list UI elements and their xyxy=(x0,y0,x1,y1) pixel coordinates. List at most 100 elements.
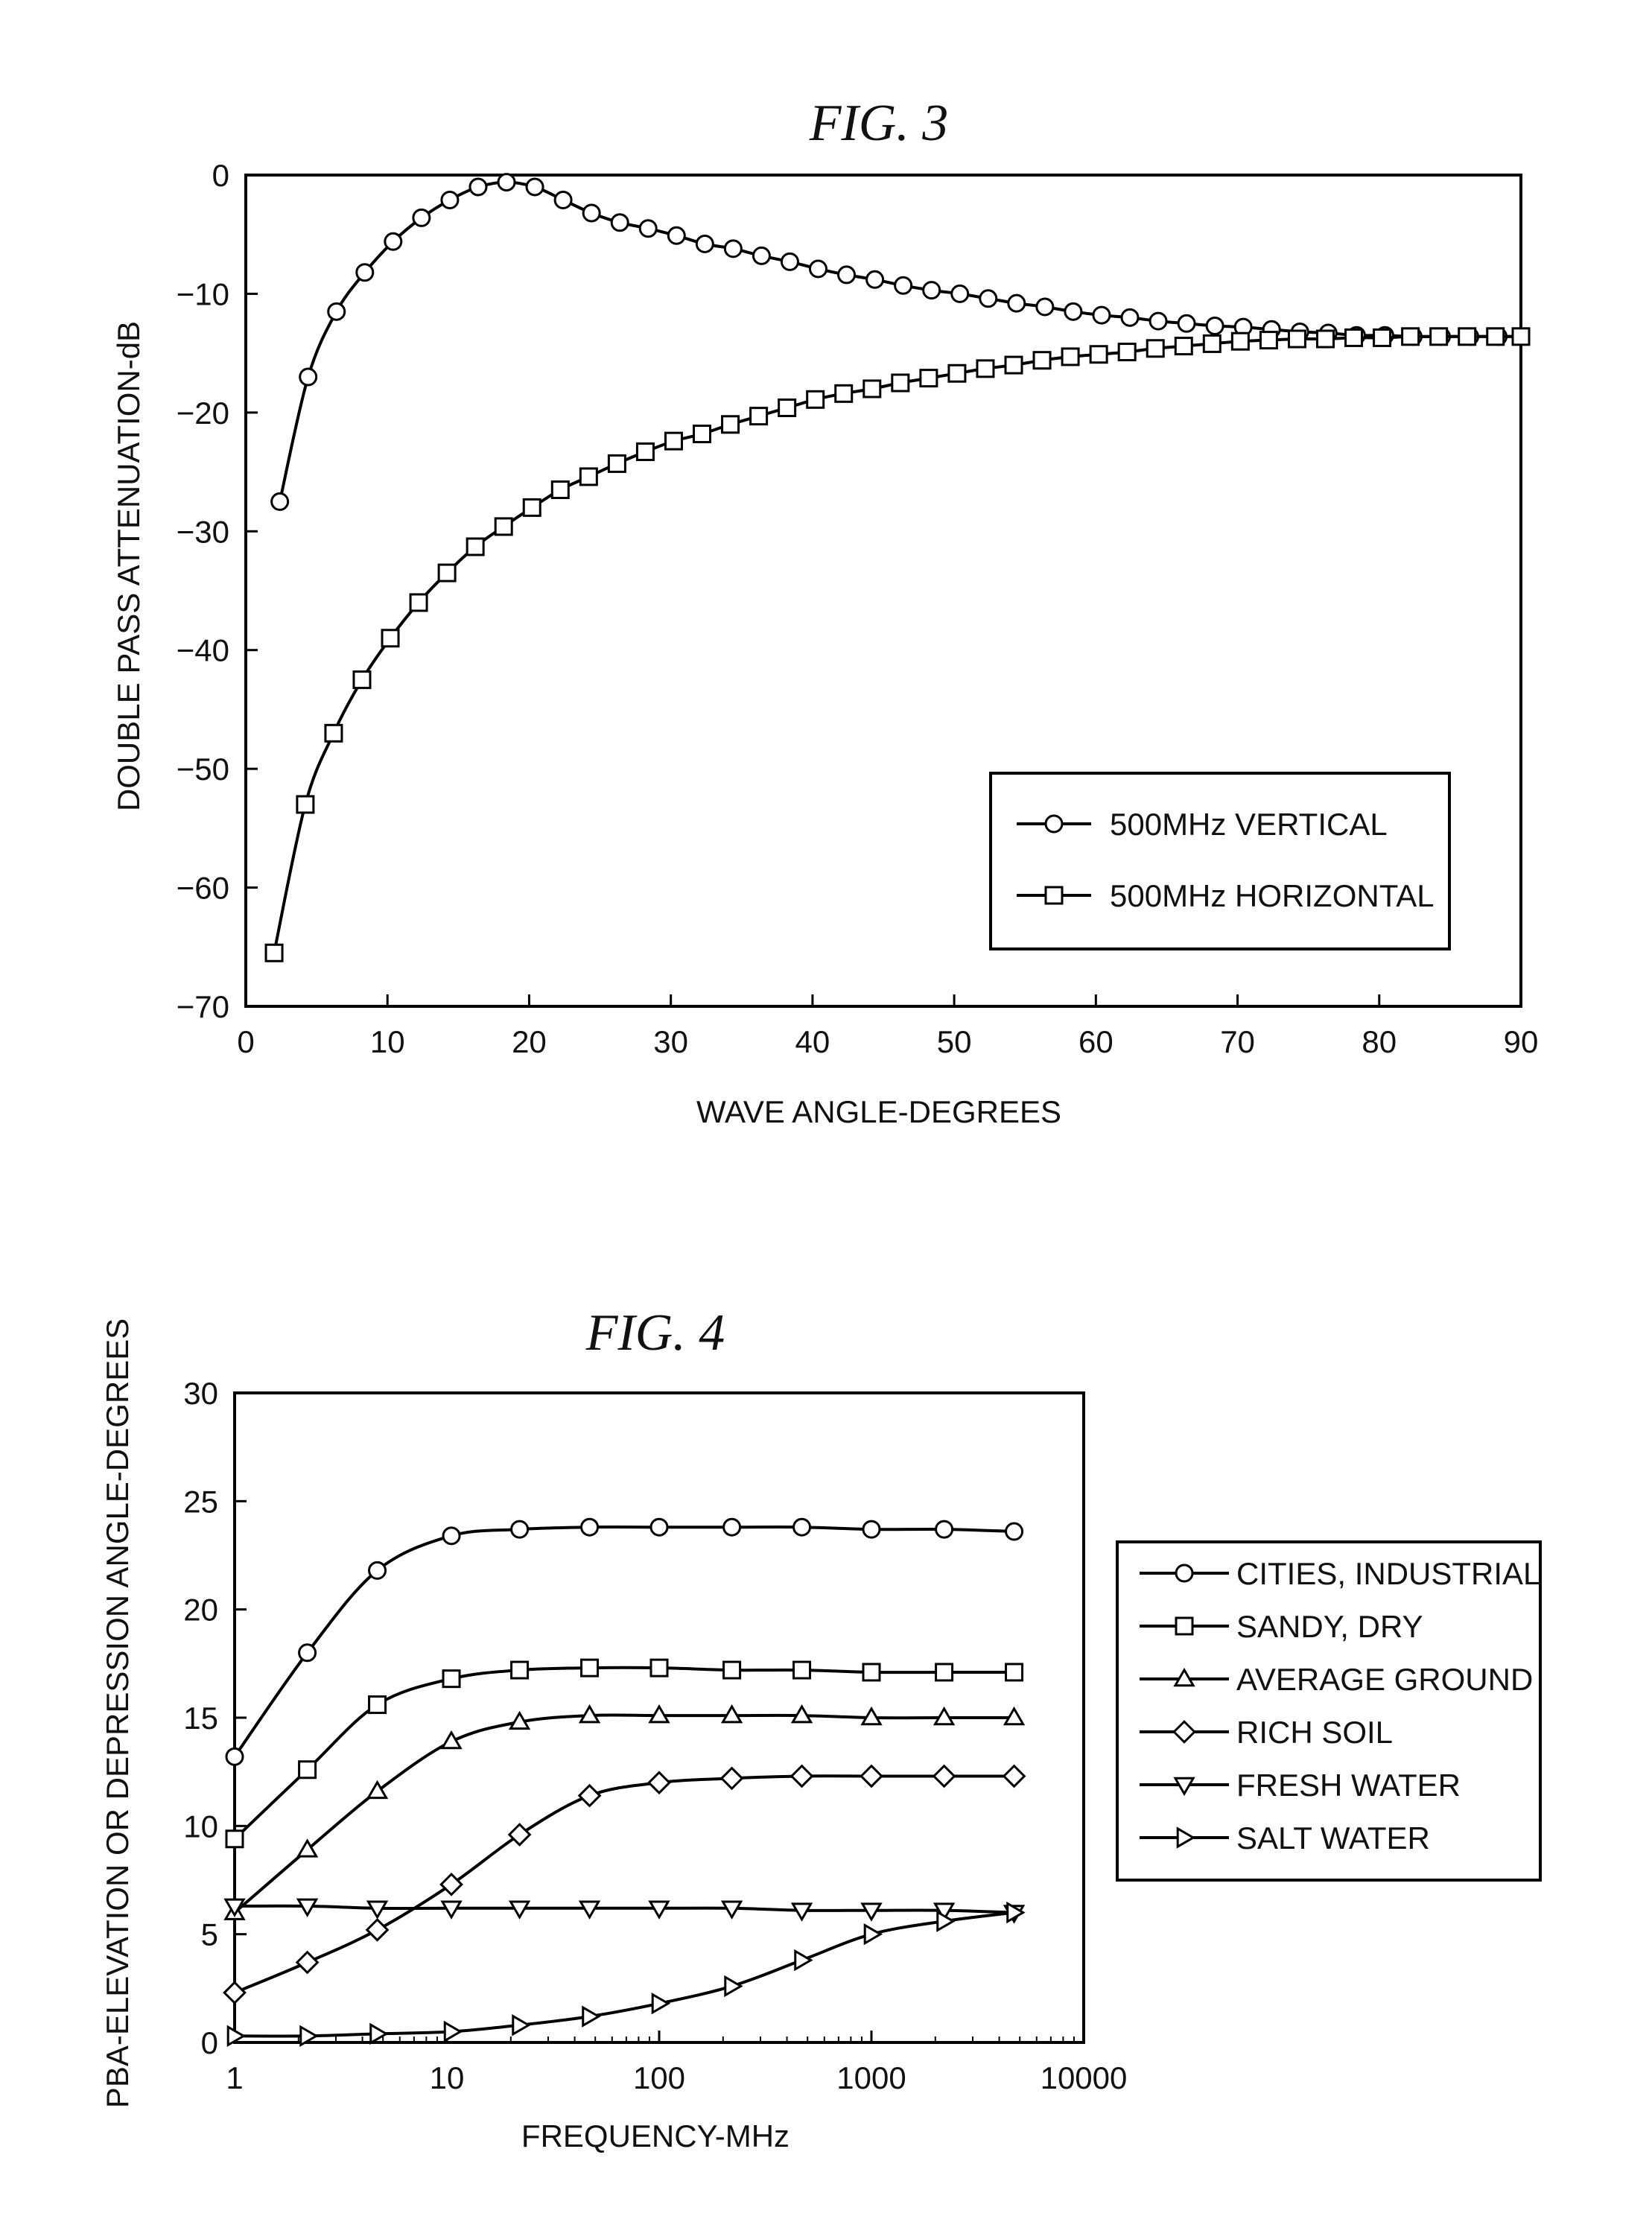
fig4-data-point xyxy=(863,1664,880,1680)
fig3-data-point xyxy=(1289,331,1305,347)
fig4-data-point xyxy=(369,1562,386,1578)
fig3-x-tick-label: 70 xyxy=(1220,1024,1255,1059)
fig3-data-point xyxy=(1065,303,1081,320)
fig3-data-point xyxy=(1147,340,1163,357)
fig3-data-point xyxy=(1232,333,1248,349)
fig3-data-point xyxy=(552,481,568,498)
fig4-x-tick-label: 10 xyxy=(430,2060,465,2095)
fig3-y-tick-label: −40 xyxy=(177,633,229,668)
fig3-data-point xyxy=(1487,328,1504,345)
fig3-data-point xyxy=(810,261,826,277)
fig4-legend-marker xyxy=(1176,1618,1192,1634)
fig4-data-point xyxy=(724,1662,740,1678)
fig3-x-tick-label: 80 xyxy=(1362,1024,1397,1059)
fig3-data-point xyxy=(495,518,512,535)
fig3-legend-label-vertical: 500MHz VERTICAL xyxy=(1110,807,1388,842)
fig4-x-tick-label: 1 xyxy=(226,2060,243,2095)
fig4-data-point xyxy=(369,1697,386,1713)
fig4-legend-label: RICH SOIL xyxy=(1236,1715,1393,1750)
fig4-x-tick-label: 100 xyxy=(633,2060,685,2095)
fig3-data-point xyxy=(1204,335,1220,352)
fig3-legend: 500MHz VERTICAL 500MHz HORIZONTAL xyxy=(991,773,1449,949)
fig4-data-point xyxy=(794,1662,810,1678)
fig4-data-point xyxy=(936,1521,953,1537)
fig3-data-point xyxy=(753,247,769,264)
fig3-data-point xyxy=(839,267,855,283)
fig3-data-point xyxy=(668,227,684,244)
fig3-data-point xyxy=(725,241,741,257)
fig4-data-point xyxy=(582,1660,598,1676)
fig3-x-tick-label: 40 xyxy=(795,1024,830,1059)
fig3-legend-square-marker xyxy=(1046,887,1062,904)
fig3-x-tick-label: 50 xyxy=(937,1024,972,1059)
fig4-y-tick-label: 5 xyxy=(201,1917,218,1952)
fig3-data-point xyxy=(696,235,713,252)
fig3-data-point xyxy=(413,209,430,226)
fig3-data-point xyxy=(924,282,940,299)
fig3-data-point xyxy=(300,369,317,385)
fig3-data-point xyxy=(325,725,342,741)
fig3-data-point xyxy=(1006,357,1022,373)
fig3-data-point xyxy=(1346,329,1362,346)
fig4-data-point xyxy=(512,1662,528,1678)
fig4-x-tick-label: 1000 xyxy=(836,2060,906,2095)
fig3-data-point xyxy=(297,796,314,813)
fig3-data-point xyxy=(1150,313,1166,329)
fig3-data-point xyxy=(354,672,370,688)
fig4-legend-label: SALT WATER xyxy=(1236,1820,1430,1855)
fig3-y-tick-label: −70 xyxy=(177,989,229,1024)
fig4-x-axis-label: FREQUENCY-MHz xyxy=(521,2118,790,2153)
fig3-y-tick-label: −60 xyxy=(177,871,229,906)
fig3-data-point xyxy=(1178,315,1195,331)
fig3-y-tick-label: −30 xyxy=(177,514,229,549)
fig3-x-tick-label: 90 xyxy=(1504,1024,1539,1059)
fig3-data-point xyxy=(609,455,625,472)
fig4-y-axis-label: PBA-ELEVATION OR DEPRESSION ANGLE-DEGREE… xyxy=(100,1318,135,2108)
fig3-data-point xyxy=(1431,328,1447,345)
fig3-data-point xyxy=(1119,344,1135,361)
fig3-data-point xyxy=(665,433,682,449)
fig3-data-point xyxy=(836,385,852,401)
fig3-legend-label-horizontal: 500MHz HORIZONTAL xyxy=(1110,878,1435,913)
fig4-legend-marker xyxy=(1176,1565,1192,1581)
fig4-y-tick-label: 25 xyxy=(183,1484,218,1519)
fig4-legend: CITIES, INDUSTRIAL SANDY, DRY AVERAGE GROU… xyxy=(1117,1542,1540,1880)
fig4-data-point xyxy=(582,1519,598,1535)
fig3-x-tick-label: 20 xyxy=(512,1024,547,1059)
fig3-data-point xyxy=(524,499,540,515)
fig3-data-point xyxy=(1317,331,1333,347)
fig3-data-point xyxy=(583,205,600,221)
fig4-legend-label: AVERAGE GROUND xyxy=(1236,1662,1533,1697)
fig3-data-point xyxy=(867,271,883,288)
fig4-data-point xyxy=(226,1748,243,1765)
fig3-y-tick-label: −20 xyxy=(177,396,229,431)
fig3-data-point xyxy=(722,416,739,433)
fig3-data-point xyxy=(328,303,345,320)
fig3-data-point xyxy=(1402,328,1419,345)
fig4-data-point xyxy=(443,1528,460,1544)
fig3-x-axis-label: WAVE ANGLE-DEGREES xyxy=(696,1094,1061,1129)
fig4-y-tick-label: 30 xyxy=(183,1376,218,1411)
fig3-data-point xyxy=(1093,307,1110,323)
fig3-data-point xyxy=(467,539,483,555)
fig3-data-point xyxy=(807,391,824,407)
fig3-data-point xyxy=(580,469,597,485)
fig4-y-tick-label: 20 xyxy=(183,1593,218,1628)
fig3-data-point xyxy=(357,264,373,281)
fig4-data-point xyxy=(226,1831,243,1847)
fig4-legend-label: SANDY, DRY xyxy=(1236,1609,1423,1644)
fig3-data-point xyxy=(1513,328,1529,345)
fig4-legend-label: CITIES, INDUSTRIAL xyxy=(1236,1556,1540,1591)
fig3-data-point xyxy=(442,191,458,208)
fig4-data-point xyxy=(1006,1664,1023,1680)
fig3-data-point xyxy=(1122,309,1138,326)
fig3-data-point xyxy=(640,220,656,237)
fig3-data-point xyxy=(694,426,711,442)
fig3-y-tick-label: −10 xyxy=(177,276,229,311)
fig4-title: FIG. 4 xyxy=(585,1304,725,1362)
fig3-data-point xyxy=(385,233,401,250)
fig3-x-tick-label: 10 xyxy=(370,1024,405,1059)
fig3-data-point xyxy=(1260,332,1277,349)
fig4-data-point xyxy=(1006,1523,1023,1540)
